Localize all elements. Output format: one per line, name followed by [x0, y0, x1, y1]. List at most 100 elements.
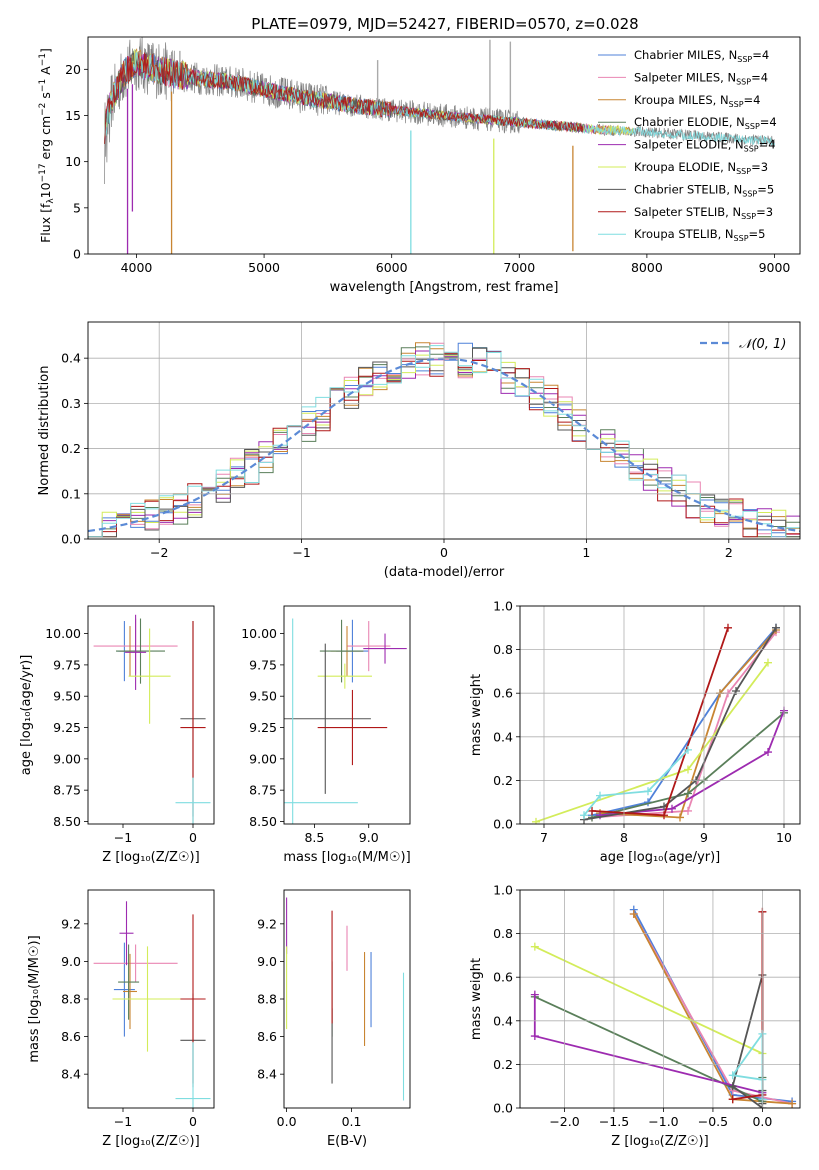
legend-label-value: =4 — [744, 93, 761, 107]
legend-label-value: =4 — [751, 70, 768, 84]
axes-frame — [87, 36, 801, 255]
x-tick-label: 7 — [540, 830, 548, 845]
x-tick-label: 0.1 — [342, 1114, 362, 1129]
y-tick-label: 9.50 — [53, 689, 81, 704]
y-tick-label: 10 — [65, 154, 81, 169]
y-tick-label: 8.75 — [249, 783, 277, 798]
x-tick-label: 8 — [620, 830, 628, 845]
y-tick-label: 0.1 — [61, 486, 81, 501]
x-tick-label: 4000 — [121, 260, 153, 275]
mass-weight-marker — [629, 909, 638, 918]
legend-label-main: Kroupa STELIB, N — [634, 227, 734, 241]
y-tick-label: 9.00 — [53, 751, 81, 766]
y-axis-label: Flux [fλ10−17 erg cm−2 s−1 A−1] — [38, 48, 56, 243]
panel-age-vs-mass: 8.5 9.0 8.50 8.75 9.00 9.25 9.50 9.75 10.00 mass … — [241, 605, 411, 865]
plot-area-age-vs-mass — [284, 618, 407, 824]
y-tick-label: 0.0 — [61, 532, 81, 547]
y-tick-label: 8.6 — [257, 1029, 277, 1044]
panel-residuals: −2 −1 0 1 2 0.0 0.1 0.2 0.3 0.4 (data-model)/error… — [37, 321, 801, 580]
model-spectrum-line — [104, 52, 584, 144]
y-tick-label: 9.0 — [257, 954, 277, 969]
mass-weight-marker — [684, 806, 692, 815]
mass-weight-line — [591, 712, 785, 819]
legend-label-value: =4 — [759, 138, 776, 152]
x-axis-label: E(B-V) — [327, 1134, 367, 1149]
legend-label: Kroupa STELIB, NSSP=5 — [634, 227, 765, 243]
mass-weight-marker — [728, 1071, 737, 1080]
legend-label-value: =3 — [751, 160, 768, 174]
y-tick-label: 8.50 — [53, 814, 81, 829]
x-tick-label: 9000 — [759, 260, 791, 275]
legend-label: Salpeter ELODIE, NSSP=4 — [634, 138, 776, 154]
plot-area-age-vs-z — [93, 614, 211, 824]
panel-spectrum: 4000 5000 6000 7000 8000 9000 0 5 10 15 20 waveleng… — [38, 36, 801, 295]
y-tick-label: 9.2 — [257, 916, 277, 931]
x-tick-label: 0.0 — [277, 1114, 297, 1129]
mass-weight-marker — [684, 745, 692, 754]
mass-weight-marker — [644, 787, 652, 796]
x-tick-label: 9 — [700, 830, 708, 845]
legend-label: Kroupa ELODIE, NSSP=3 — [634, 160, 768, 176]
x-tick-label: 1 — [582, 545, 590, 560]
mass-weight-marker — [724, 623, 732, 632]
mass-weight-line — [591, 627, 777, 817]
panel-mass-vs-z: −1 0 8.4 8.6 8.8 9.0 9.2 Z [log₁₀(Z/Z☉)] mass [l… — [27, 889, 215, 1149]
y-axis-label-part: λ — [46, 198, 56, 204]
y-tick-label: 0.8 — [493, 642, 513, 657]
mass-weight-marker — [684, 765, 692, 774]
x-tick-label: 6000 — [376, 260, 408, 275]
x-tick-label: 0 — [440, 545, 448, 560]
x-tick-label: −1.0 — [648, 1114, 678, 1129]
x-axis-label: age [log₁₀(age/yr)] — [600, 850, 721, 865]
y-tick-label: 8.6 — [61, 1029, 81, 1044]
mass-weight-line — [534, 945, 763, 1055]
mass-weight-marker — [728, 1082, 737, 1091]
mass-weight-marker — [660, 811, 668, 820]
mass-weight-marker — [580, 811, 588, 820]
plot-area-spectrum — [104, 37, 775, 254]
y-axis-label: Normed distribution — [37, 366, 52, 496]
y-tick-label: 0.2 — [493, 773, 513, 788]
y-tick-label: 0.2 — [61, 441, 81, 456]
axes-frame — [87, 321, 801, 540]
x-tick-label: 8000 — [631, 260, 663, 275]
panel-mass-weight-vs-age: 7 8 9 10 0.0 0.2 0.4 0.6 0.8 1.0 age [log₁₀(age/yr… — [469, 599, 801, 865]
figure-title: PLATE=0979, MJD=52427, FIBERID=0570, z=0… — [251, 15, 638, 33]
legend-label-value: =5 — [749, 227, 766, 241]
legend-label: Salpeter MILES, NSSP=4 — [634, 70, 768, 86]
plot-area-mass-weight-vs-age — [532, 623, 788, 824]
x-tick-label: 8.5 — [304, 830, 324, 845]
y-tick-label: 9.50 — [249, 689, 277, 704]
y-axis-label-part: ] — [38, 48, 53, 53]
panel-mass-weight-vs-z: −2.0 −1.5 −1.0 −0.5 0.0 0.0 0.2 0.4 0.6 0.8 1.0 Z [… — [469, 883, 801, 1149]
legend-label: 𝒩(0, 1) — [739, 337, 786, 352]
mass-weight-marker — [684, 789, 692, 798]
legend-label-sub: SSP — [742, 189, 757, 198]
y-tick-label: 9.75 — [53, 657, 81, 672]
mass-weight-marker — [764, 748, 772, 757]
y-axis-label: mass [log₁₀(M/M☉)] — [27, 935, 42, 1062]
x-tick-label: −1.5 — [599, 1114, 629, 1129]
legend-label-sub: SSP — [736, 77, 751, 86]
mass-weight-marker — [530, 990, 539, 999]
legend-label-main: Chabrier STELIB, N — [634, 182, 742, 196]
mass-weight-marker — [732, 687, 740, 696]
legend-label-main: Salpeter MILES, N — [634, 70, 736, 84]
x-tick-label: −2 — [150, 545, 168, 560]
mass-weight-marker — [530, 942, 539, 951]
y-axis-label: mass weight — [469, 674, 484, 756]
y-tick-label: 0.4 — [493, 729, 513, 744]
y-tick-label: 9.0 — [61, 954, 81, 969]
x-axis-label: mass [log₁₀(M/M☉)] — [283, 850, 410, 865]
legend-label-sub: SSP — [741, 212, 756, 221]
y-axis-label-part: −1 — [38, 79, 48, 92]
y-tick-label: 8.4 — [257, 1067, 277, 1082]
x-axis-label: Z [log₁₀(Z/Z☉)] — [611, 1134, 708, 1149]
mass-weight-marker — [530, 1032, 539, 1041]
x-axis-label: Z [log₁₀(Z/Z☉)] — [102, 850, 199, 865]
x-axis-label: (data-model)/error — [384, 565, 505, 580]
y-tick-label: 9.2 — [61, 916, 81, 931]
y-axis-label-part: erg cm — [38, 116, 53, 164]
legend-label-value: =3 — [756, 205, 773, 219]
